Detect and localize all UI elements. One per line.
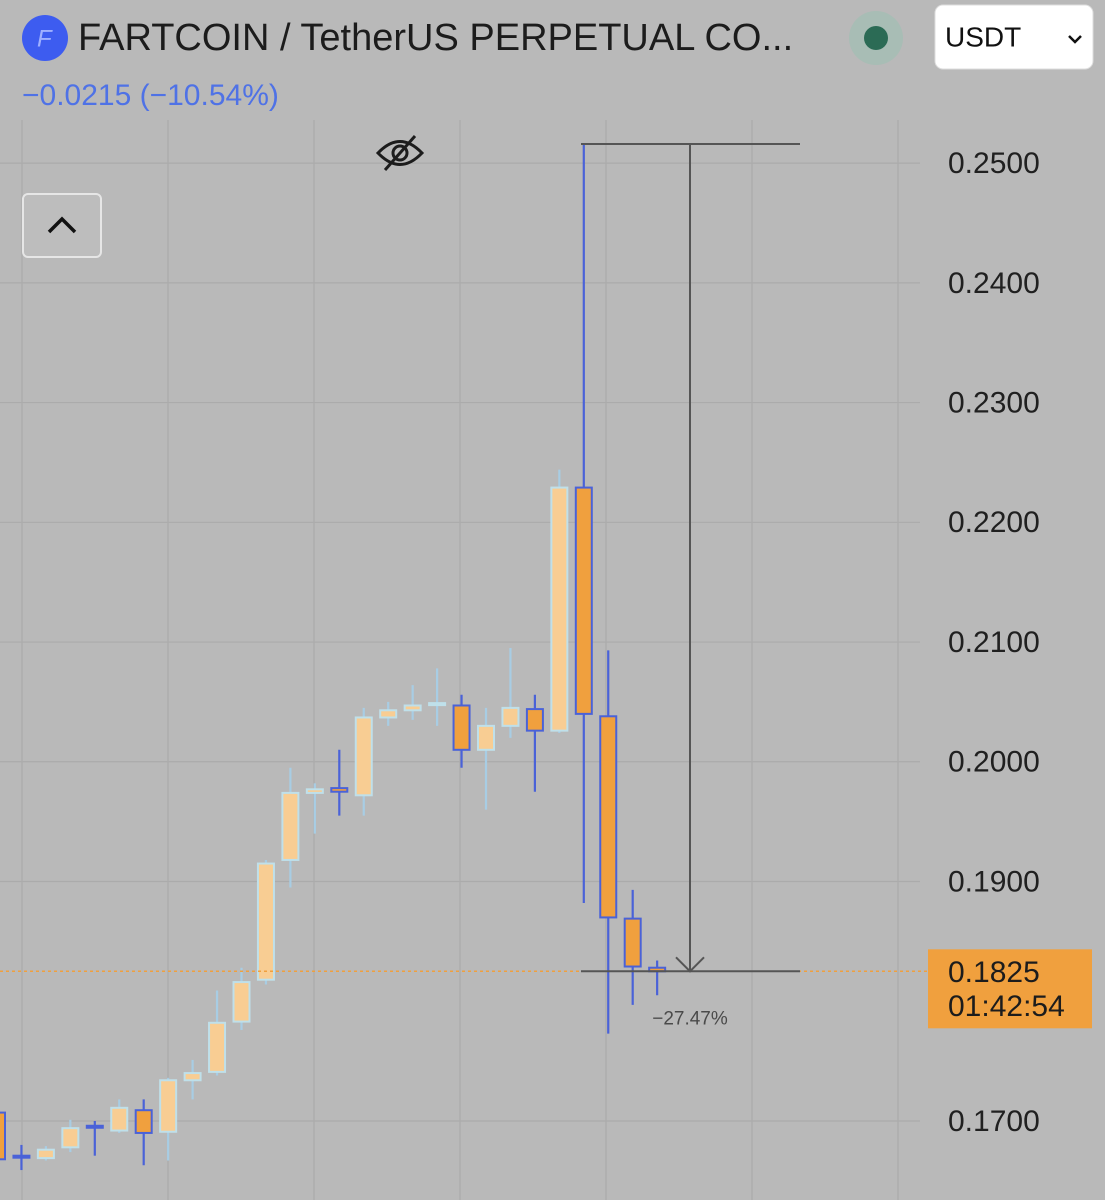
- candle-body: [256, 862, 275, 981]
- candle-body: [477, 724, 495, 751]
- price-change: −0.0215 (−10.54%): [22, 79, 279, 112]
- candle-body: [574, 486, 593, 715]
- coin-icon-glyph: F: [37, 25, 53, 52]
- currency-label[interactable]: USDT: [945, 21, 1021, 52]
- y-tick-label: 0.2100: [948, 626, 1040, 659]
- candle-body: [305, 788, 324, 794]
- dropdown-caret[interactable]: [1068, 35, 1082, 44]
- y-tick-label: 0.1900: [948, 865, 1040, 898]
- coin-icon: [22, 15, 68, 61]
- collapse-button[interactable]: [22, 193, 102, 258]
- last-price-label: 0.1825: [948, 956, 1040, 989]
- candles: [0, 143, 667, 1171]
- candle-body: [159, 1079, 178, 1133]
- candle-body: [452, 704, 471, 751]
- candle-body: [525, 708, 544, 732]
- candle-body: [12, 1154, 31, 1159]
- y-tick-label: 0.1700: [948, 1105, 1040, 1138]
- candle-body: [61, 1127, 80, 1149]
- candle-body: [85, 1124, 104, 1129]
- status-dot: [864, 26, 888, 50]
- candle-body: [330, 787, 349, 793]
- chevron-up[interactable]: [47, 216, 77, 234]
- y-tick-label: 0.2000: [948, 746, 1040, 779]
- y-tick-label: 0.2500: [948, 147, 1040, 180]
- y-tick-label: 0.2400: [948, 267, 1040, 300]
- last-price-box: [928, 949, 1092, 1029]
- y-tick-label: 0.2200: [948, 506, 1040, 539]
- candle-body: [403, 704, 422, 712]
- candle-body: [379, 709, 398, 719]
- candle-body: [134, 1109, 153, 1134]
- candle-body: [183, 1072, 202, 1082]
- candle-body: [501, 706, 520, 727]
- candle-body: [0, 1111, 6, 1161]
- measure-arrowhead: [675, 956, 705, 973]
- candle-body: [36, 1148, 55, 1160]
- hide-icon[interactable]: [375, 135, 425, 171]
- candle-body: [232, 981, 251, 1023]
- candle-body: [550, 486, 569, 732]
- candle-body: [354, 716, 373, 797]
- grid: [0, 120, 920, 1200]
- candle-body: [281, 791, 300, 861]
- candle-body: [428, 702, 447, 707]
- candle-body: [623, 917, 642, 968]
- countdown: 01:42:54: [948, 990, 1065, 1023]
- measure-label: −27.47%: [652, 1008, 728, 1029]
- y-tick-label: 0.2300: [948, 386, 1040, 419]
- chart-title: FARTCOIN / TetherUS PERPETUAL CO...: [78, 17, 793, 59]
- candle-body: [110, 1106, 129, 1132]
- candle-body: [208, 1021, 227, 1073]
- candle-body: [599, 715, 618, 919]
- currency-select[interactable]: [934, 4, 1094, 70]
